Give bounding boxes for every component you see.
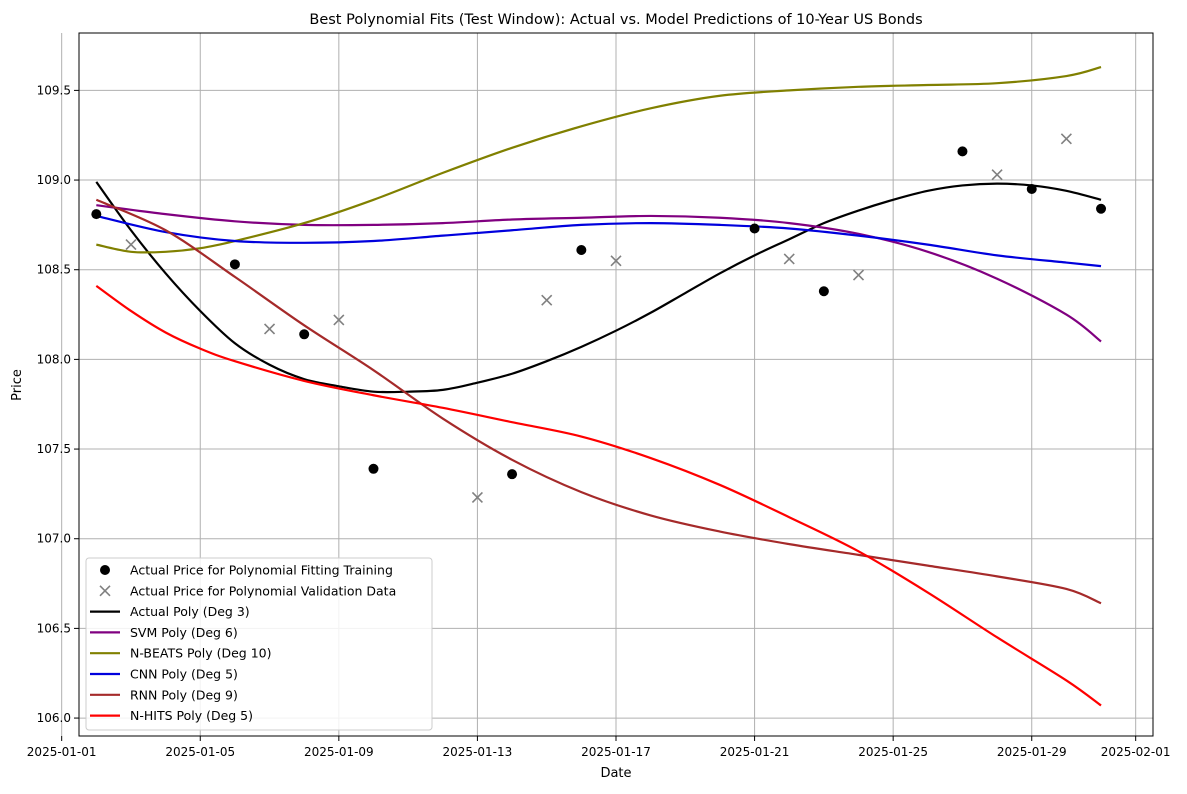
- y-axis-ticks: 106.0 106.5 107.0 107.5 108.0 108.5 109.0 109.5: [37, 83, 79, 725]
- training-point: [299, 329, 310, 340]
- validation-point-stroke: [333, 314, 345, 326]
- legend-label: RNN Poly (Deg 9): [130, 687, 238, 702]
- legend-marker-validation: [99, 585, 111, 597]
- training-point: [749, 223, 760, 234]
- y-tick-label: 107.5: [37, 442, 71, 456]
- validation-point-stroke: [125, 239, 137, 251]
- y-tick-label: 107.0: [37, 532, 71, 546]
- validation-point: [783, 253, 795, 265]
- validation-point-stroke: [263, 323, 276, 335]
- validation-point-stroke: [783, 253, 795, 265]
- validation-point: [610, 255, 622, 267]
- x-tick-label: 2025-01-29: [997, 745, 1067, 759]
- y-tick-label: 109.5: [37, 83, 71, 97]
- validation-point-stroke: [541, 294, 553, 306]
- series-line-n-beats-poly-deg-10: [96, 66, 1102, 254]
- training-point: [368, 463, 379, 474]
- y-tick-label: 109.0: [37, 173, 71, 187]
- x-axis-ticks: 2025-01-01 2025-01-05 2025-01-09 2025-01-13…: [27, 736, 1171, 759]
- legend-marker-stroke: [99, 585, 111, 597]
- x-tick-label: 2025-01-25: [858, 745, 928, 759]
- training-point: [507, 469, 518, 480]
- x-tick-label: 2025-01-17: [581, 745, 651, 759]
- series-line-n-hits-poly-deg-5: [95, 284, 1102, 707]
- training-point: [957, 146, 968, 157]
- legend-label: SVM Poly (Deg 6): [130, 625, 238, 640]
- legend-box: [85, 557, 433, 731]
- scatter-points: [91, 133, 1107, 504]
- x-tick-label: 2025-01-01: [27, 745, 97, 759]
- series-line-svm-poly-deg-6: [96, 204, 1102, 343]
- x-tick-label: 2025-02-01: [1101, 745, 1171, 759]
- y-tick-label: 108.0: [37, 352, 71, 366]
- x-tick-label: 2025-01-21: [720, 745, 790, 759]
- legend-marker-training: [100, 565, 110, 575]
- validation-point: [333, 314, 345, 326]
- validation-point-stroke: [610, 255, 622, 267]
- validation-point: [991, 169, 1003, 181]
- training-point: [818, 286, 829, 297]
- validation-point-stroke: [852, 269, 865, 281]
- training-point: [1096, 203, 1107, 214]
- legend-label: Actual Price for Polynomial Fitting Trai…: [130, 563, 393, 578]
- legend-label: N-HITS Poly (Deg 5): [130, 708, 253, 723]
- x-tick-label: 2025-01-13: [443, 745, 513, 759]
- series-line-actual-poly-deg-3: [95, 181, 1102, 394]
- validation-point-stroke: [471, 491, 483, 504]
- validation-point: [541, 294, 553, 306]
- legend-label: CNN Poly (Deg 5): [130, 667, 238, 682]
- validation-point-stroke: [1060, 133, 1072, 145]
- training-point: [1026, 184, 1037, 195]
- grid: [61, 33, 1153, 736]
- validation-point-stroke: [991, 169, 1003, 181]
- legend: Actual Price for Polynomial Fitting Trai…: [85, 557, 433, 731]
- legend-label: Actual Price for Polynomial Validation D…: [130, 583, 396, 598]
- x-tick-label: 2025-01-09: [304, 745, 374, 759]
- chart-title: Best Polynomial Fits (Test Window): Actu…: [309, 12, 922, 28]
- y-axis-label: Price: [10, 369, 25, 401]
- x-axis-label: Date: [600, 766, 631, 781]
- legend-label: Actual Poly (Deg 3): [130, 604, 250, 619]
- legend-label: N-BEATS Poly (Deg 10): [130, 646, 271, 661]
- x-tick-label: 2025-01-05: [165, 745, 235, 759]
- series-line-cnn-poly-deg-5: [96, 214, 1102, 268]
- training-point: [91, 209, 102, 220]
- y-tick-label: 108.5: [37, 263, 71, 277]
- series-line-rnn-poly-deg-9: [95, 198, 1102, 605]
- validation-point: [125, 239, 137, 251]
- validation-point: [852, 269, 865, 281]
- validation-point: [1060, 133, 1072, 145]
- training-point: [229, 259, 240, 270]
- validation-point: [263, 323, 276, 335]
- validation-point: [471, 491, 483, 504]
- y-tick-label: 106.5: [37, 621, 71, 635]
- series-lines: [95, 66, 1102, 707]
- training-point: [576, 244, 587, 255]
- y-tick-label: 106.0: [37, 711, 71, 725]
